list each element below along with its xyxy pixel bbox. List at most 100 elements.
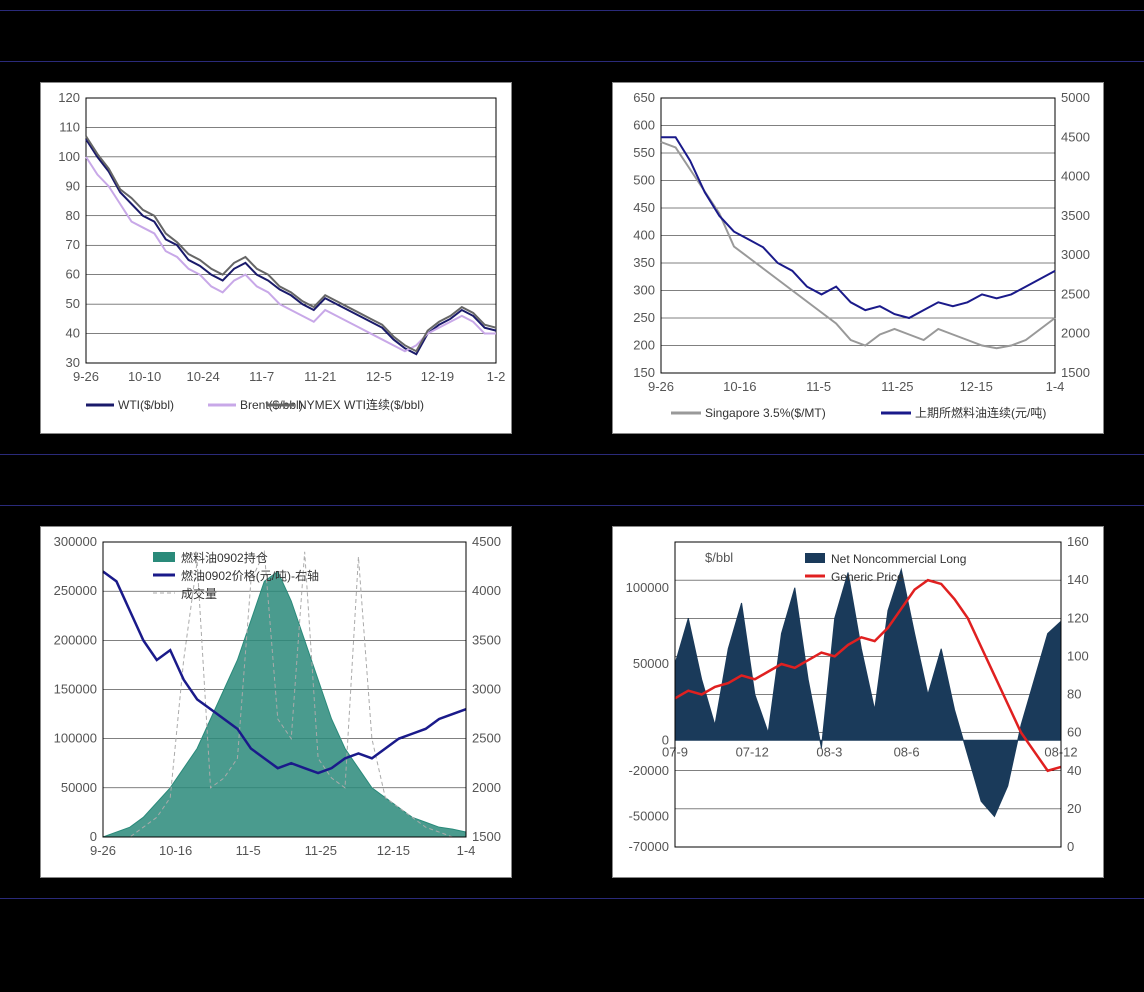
svg-text:200000: 200000	[54, 632, 97, 647]
svg-text:2500: 2500	[472, 731, 501, 746]
svg-text:100: 100	[1067, 648, 1089, 663]
svg-text:2000: 2000	[472, 780, 501, 795]
svg-text:11-7: 11-7	[249, 369, 274, 384]
svg-text:50000: 50000	[61, 780, 97, 795]
svg-text:0: 0	[90, 829, 97, 844]
svg-text:10-16: 10-16	[723, 379, 756, 394]
svg-text:140: 140	[1067, 572, 1089, 587]
svg-text:100000: 100000	[626, 580, 669, 595]
svg-text:40: 40	[1067, 763, 1081, 778]
svg-text:50: 50	[66, 296, 80, 311]
svg-text:08-3: 08-3	[816, 744, 842, 759]
svg-text:600: 600	[633, 118, 655, 133]
svg-text:9-26: 9-26	[90, 843, 116, 858]
svg-text:1-2: 1-2	[487, 369, 506, 384]
svg-text:$/bbl: $/bbl	[705, 550, 733, 565]
svg-text:Singapore 3.5%($/MT): Singapore 3.5%($/MT)	[705, 406, 826, 420]
svg-text:2000: 2000	[1061, 326, 1090, 341]
svg-text:11-25: 11-25	[305, 843, 337, 858]
svg-text:90: 90	[66, 178, 80, 193]
svg-text:4500: 4500	[1061, 129, 1090, 144]
svg-text:300000: 300000	[54, 534, 97, 549]
svg-text:11-5: 11-5	[806, 379, 831, 394]
svg-text:10-10: 10-10	[128, 369, 161, 384]
chart2-container: 150 200 250 300 350 400 450 500 550 600 650 1500 200…	[612, 82, 1104, 434]
svg-text:250000: 250000	[54, 583, 97, 598]
svg-text:10-24: 10-24	[187, 369, 220, 384]
svg-text:9-26: 9-26	[648, 379, 674, 394]
svg-text:燃油0902价格(元/吨)-右轴: 燃油0902价格(元/吨)-右轴	[181, 568, 319, 583]
svg-text:650: 650	[633, 90, 655, 105]
svg-text:30: 30	[66, 355, 80, 370]
svg-text:200: 200	[633, 338, 655, 353]
svg-text:12-19: 12-19	[421, 369, 454, 384]
chart1-svg: 30 40 50 60 70 80 90 100 110 120 9-26 10-10 10-24 11-…	[41, 83, 511, 433]
svg-text:11-5: 11-5	[236, 843, 261, 858]
svg-text:4000: 4000	[1061, 169, 1090, 184]
svg-text:70: 70	[66, 237, 80, 252]
svg-text:2500: 2500	[1061, 286, 1090, 301]
svg-text:燃料油0902持仓: 燃料油0902持仓	[181, 550, 268, 565]
svg-text:150000: 150000	[54, 682, 97, 697]
svg-text:11-21: 11-21	[304, 369, 336, 384]
svg-text:300: 300	[633, 283, 655, 298]
svg-text:80: 80	[1067, 687, 1081, 702]
svg-text:1500: 1500	[472, 829, 501, 844]
svg-text:500: 500	[633, 173, 655, 188]
chart2-svg: 150 200 250 300 350 400 450 500 550 600 650 1500 200…	[613, 83, 1103, 433]
svg-text:-20000: -20000	[629, 763, 669, 778]
svg-text:20: 20	[1067, 801, 1081, 816]
svg-text:1-4: 1-4	[457, 843, 476, 858]
svg-text:150: 150	[633, 365, 655, 380]
svg-text:120: 120	[1067, 610, 1089, 625]
chart-row-1: 30 40 50 60 70 80 90 100 110 120 9-26 10-10 10-24 11-…	[0, 62, 1144, 454]
svg-text:Generic Price: Generic Price	[831, 570, 904, 584]
svg-text:4000: 4000	[472, 583, 501, 598]
svg-text:60: 60	[66, 267, 80, 282]
svg-text:350: 350	[633, 255, 655, 270]
svg-text:160: 160	[1067, 534, 1089, 549]
svg-text:Net Noncommercial Long: Net Noncommercial Long	[831, 552, 966, 566]
svg-text:NYMEX WTI连续($/bbl): NYMEX WTI连续($/bbl)	[298, 397, 424, 412]
chart3-svg: 0 50000 100000 150000 200000 250000 300000 1500…	[41, 527, 511, 877]
svg-text:120: 120	[58, 90, 80, 105]
chart-row-2: 0 50000 100000 150000 200000 250000 300000 1500…	[0, 506, 1144, 898]
svg-text:400: 400	[633, 228, 655, 243]
svg-text:3500: 3500	[1061, 208, 1090, 223]
svg-text:250: 250	[633, 310, 655, 325]
svg-text:100000: 100000	[54, 731, 97, 746]
svg-text:0: 0	[1067, 839, 1074, 854]
svg-text:40: 40	[66, 326, 80, 341]
svg-text:WTI($/bbl): WTI($/bbl)	[118, 398, 174, 412]
svg-text:3000: 3000	[1061, 247, 1090, 262]
svg-text:450: 450	[633, 200, 655, 215]
svg-text:成交量: 成交量	[181, 586, 217, 601]
svg-text:10-16: 10-16	[159, 843, 192, 858]
svg-text:-70000: -70000	[629, 839, 669, 854]
svg-text:08-6: 08-6	[894, 744, 920, 759]
divider-bottom	[0, 898, 1144, 899]
svg-text:07-12: 07-12	[736, 744, 769, 759]
svg-text:12-15: 12-15	[960, 379, 993, 394]
chart4-svg: -50000050000100000-70000-200000204060801…	[613, 527, 1103, 877]
svg-text:3000: 3000	[472, 682, 501, 697]
chart1-container: 30 40 50 60 70 80 90 100 110 120 9-26 10-10 10-24 11-…	[40, 82, 512, 434]
svg-text:-50000: -50000	[629, 809, 669, 824]
svg-text:9-26: 9-26	[73, 369, 99, 384]
svg-text:上期所燃料油连续(元/吨): 上期所燃料油连续(元/吨)	[915, 405, 1046, 420]
svg-text:3500: 3500	[472, 632, 501, 647]
svg-text:12-15: 12-15	[377, 843, 410, 858]
svg-text:110: 110	[59, 119, 80, 134]
chart4-container: -50000050000100000-70000-200000204060801…	[612, 526, 1104, 878]
chart3-container: 0 50000 100000 150000 200000 250000 300000 1500…	[40, 526, 512, 878]
svg-text:1-4: 1-4	[1046, 379, 1065, 394]
svg-text:1500: 1500	[1061, 365, 1090, 380]
svg-text:50000: 50000	[633, 656, 669, 671]
page: 30 40 50 60 70 80 90 100 110 120 9-26 10-10 10-24 11-…	[0, 0, 1144, 992]
svg-text:80: 80	[66, 208, 80, 223]
svg-text:100: 100	[58, 149, 80, 164]
svg-text:550: 550	[633, 145, 655, 160]
svg-text:5000: 5000	[1061, 90, 1090, 105]
svg-text:60: 60	[1067, 725, 1081, 740]
svg-text:4500: 4500	[472, 534, 501, 549]
